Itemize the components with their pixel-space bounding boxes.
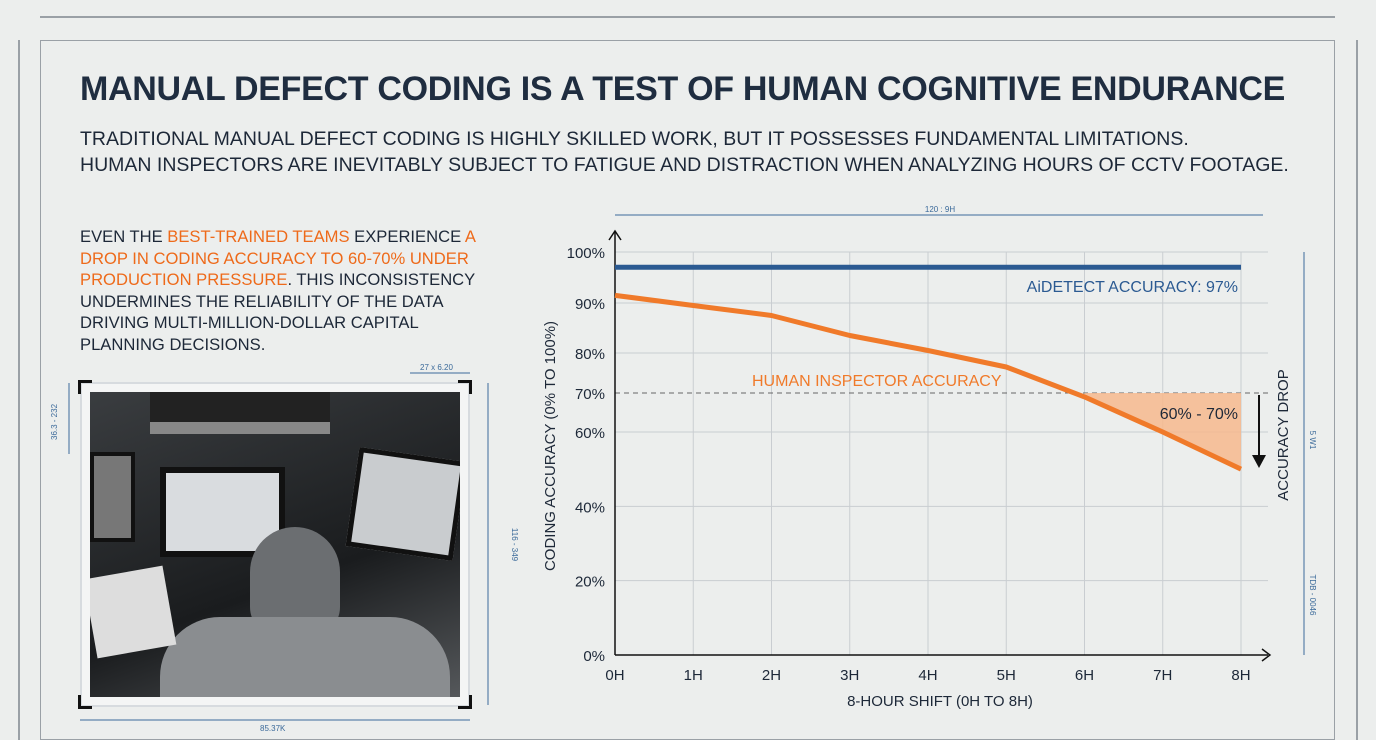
body-paragraph: EVEN THE BEST-TRAINED TEAMS EXPERIENCE A… xyxy=(80,226,500,355)
monitor xyxy=(90,452,135,542)
x-tick-label: 8H xyxy=(1231,667,1250,684)
human-accuracy-label: HUMAN INSPECTOR ACCURACY xyxy=(752,373,1002,390)
photo-image xyxy=(90,392,460,697)
text: . THIS INCONSISTENCY UNDERMINES THE RELI… xyxy=(80,270,475,354)
x-tick-label: 5H xyxy=(997,667,1016,684)
human-accuracy-line xyxy=(614,292,1243,472)
y-axis-arrow-icon xyxy=(608,229,622,241)
y-tick-label: 0% xyxy=(583,648,605,665)
highlight-text: BEST-TRAINED TEAMS xyxy=(167,227,350,246)
y-tick-label: 90% xyxy=(575,296,605,313)
inspector-photo xyxy=(78,380,472,709)
accuracy-drop-label: ACCURACY DROP xyxy=(1275,369,1292,500)
band-label: 60% - 70% xyxy=(1160,406,1238,423)
y-tick-label: 80% xyxy=(575,346,605,363)
x-tick-label: 7H xyxy=(1153,667,1172,684)
y-tick-label: 100% xyxy=(567,245,605,262)
y-axis-label: CODING ACCURACY (0% TO 100%) xyxy=(542,321,559,571)
x-tick-label: 6H xyxy=(1075,667,1094,684)
subtitle-line-2: HUMAN INSPECTORS ARE INEVITABLY SUBJECT … xyxy=(80,154,1289,176)
text: EVEN THE xyxy=(80,227,168,246)
dimension-label: 85.37K xyxy=(260,724,286,733)
shelf xyxy=(150,392,330,434)
x-tick-label: 4H xyxy=(918,667,937,684)
y-tick-label: 20% xyxy=(575,574,605,591)
y-tick-label: 60% xyxy=(575,425,605,442)
dimension-label: 27 x 6.20 xyxy=(420,363,453,372)
y-tick-label: 70% xyxy=(575,386,605,403)
page-title: MANUAL DEFECT CODING IS A TEST OF HUMAN … xyxy=(80,70,1286,108)
drop-arrowhead-icon xyxy=(1252,455,1266,468)
x-tick-label: 3H xyxy=(840,667,859,684)
dimension-label: 120 : 9H xyxy=(925,205,955,214)
top-rule xyxy=(40,16,1335,18)
x-tick-label: 1H xyxy=(684,667,703,684)
text: EXPERIENCE xyxy=(349,227,465,246)
x-tick-label: 0H xyxy=(605,667,624,684)
x-tick-label: 2H xyxy=(762,667,781,684)
ai-accuracy-label: AiDETECT ACCURACY: 97% xyxy=(1027,279,1238,296)
dimension-label: TDB - 0046 xyxy=(1308,575,1317,616)
dimension-label: 5 W1 xyxy=(1308,431,1317,450)
highlight-text: A DROP IN CODING ACCURACY TO 60-70% UNDE… xyxy=(80,227,475,289)
y-tick-label: 40% xyxy=(575,499,605,516)
x-axis-label: 8-HOUR SHIFT (0H TO 8H) xyxy=(847,693,1033,710)
person-body xyxy=(160,617,450,697)
subtitle-line-1: TRADITIONAL MANUAL DEFECT CODING IS HIGH… xyxy=(80,128,1189,150)
x-axis-arrow-icon xyxy=(1261,648,1272,662)
